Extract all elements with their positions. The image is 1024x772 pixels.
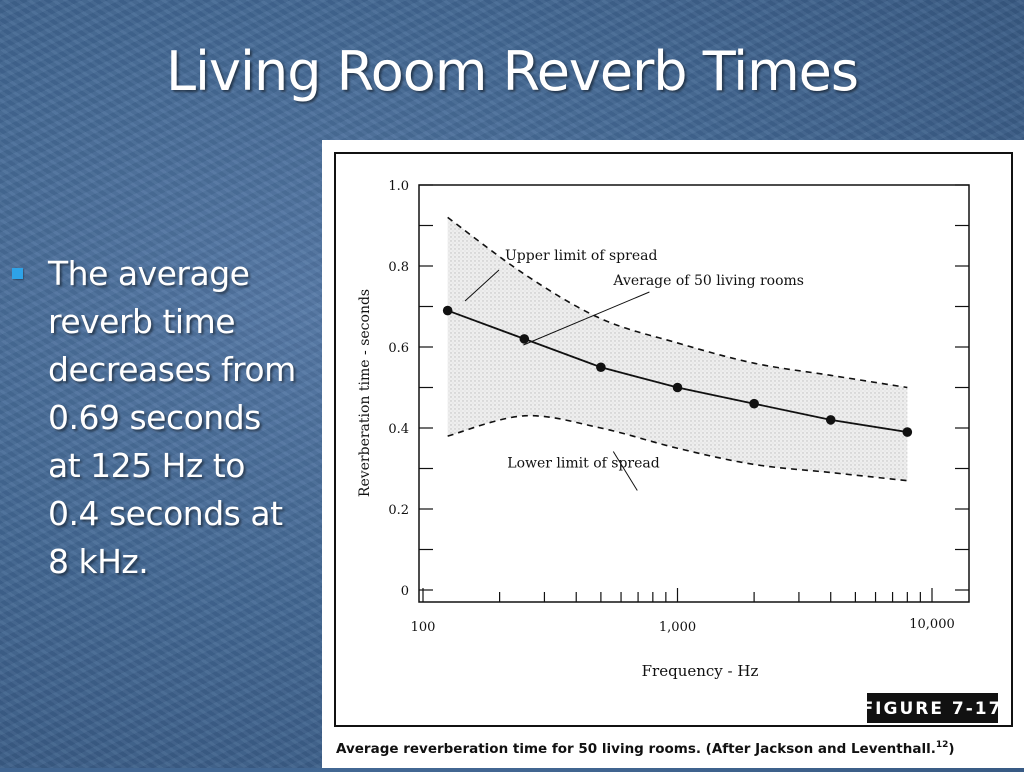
annotation-average: Average of 50 living rooms xyxy=(612,273,804,289)
upper-limit-line xyxy=(447,216,908,389)
x-tick-label: 1,000 xyxy=(659,620,696,635)
average-point xyxy=(596,362,606,373)
y-tick-label: 0 xyxy=(401,584,409,599)
figure-frame xyxy=(334,152,1013,727)
annotation-layer: Upper limit of spread Average of 50 livin… xyxy=(464,248,804,491)
bullet-text: The average reverb time decreases from 0… xyxy=(48,254,296,581)
figure-panel: 0 0.2 0.4 0.6 0.8 1.0 100 1,000 10,000 Upper lim… xyxy=(322,140,1024,768)
spread-band xyxy=(447,217,908,481)
bullet-square-icon xyxy=(12,268,23,279)
x-tick-label: 10,000 xyxy=(909,617,955,632)
figure-caption-ref: 12 xyxy=(936,740,949,750)
figure-banner-label: FIGURE 7-17 xyxy=(862,699,1003,719)
average-point xyxy=(672,382,683,393)
annotation-average-leader xyxy=(523,291,650,346)
figure-banner xyxy=(867,693,998,723)
x-tick-label: 100 xyxy=(411,620,436,635)
y-tick-label: 0.8 xyxy=(388,260,409,275)
y-tick-label: 1.0 xyxy=(388,179,409,194)
y-tick-label: 0.6 xyxy=(388,341,409,356)
annotation-upper-limit: Upper limit of spread xyxy=(505,248,657,264)
y-tick-label: 0.4 xyxy=(388,422,409,437)
y-tick-label: 0.2 xyxy=(388,503,409,518)
x-axis-label: Frequency - Hz xyxy=(642,662,759,680)
average-point xyxy=(749,398,759,409)
slide-title: Living Room Reverb Times xyxy=(165,40,859,103)
average-point xyxy=(902,427,913,437)
figure-caption-close: ) xyxy=(948,741,954,757)
figure-caption: Average reverberation time for 50 living… xyxy=(336,740,955,757)
annotation-lower-limit: Lower limit of spread xyxy=(507,456,659,472)
average-point xyxy=(519,334,530,344)
annotation-upper-leader xyxy=(464,269,500,302)
spread-band-layer xyxy=(447,217,908,481)
average-point xyxy=(442,305,453,316)
annotation-lower-leader xyxy=(612,451,638,491)
plot-frame xyxy=(418,184,970,603)
reverb-chart: 0 0.2 0.4 0.6 0.8 1.0 100 1,000 10,000 Upper lim… xyxy=(334,152,1013,757)
tick-layer: 0 0.2 0.4 0.6 0.8 1.0 100 1,000 10,000 xyxy=(388,179,969,635)
y-axis-label: Reverberation time - seconds xyxy=(357,289,373,497)
figure-caption-main: Average reverberation time for 50 living… xyxy=(336,741,936,757)
average-point xyxy=(825,415,836,425)
lower-limit-line xyxy=(447,414,908,482)
series-layer xyxy=(442,216,913,482)
